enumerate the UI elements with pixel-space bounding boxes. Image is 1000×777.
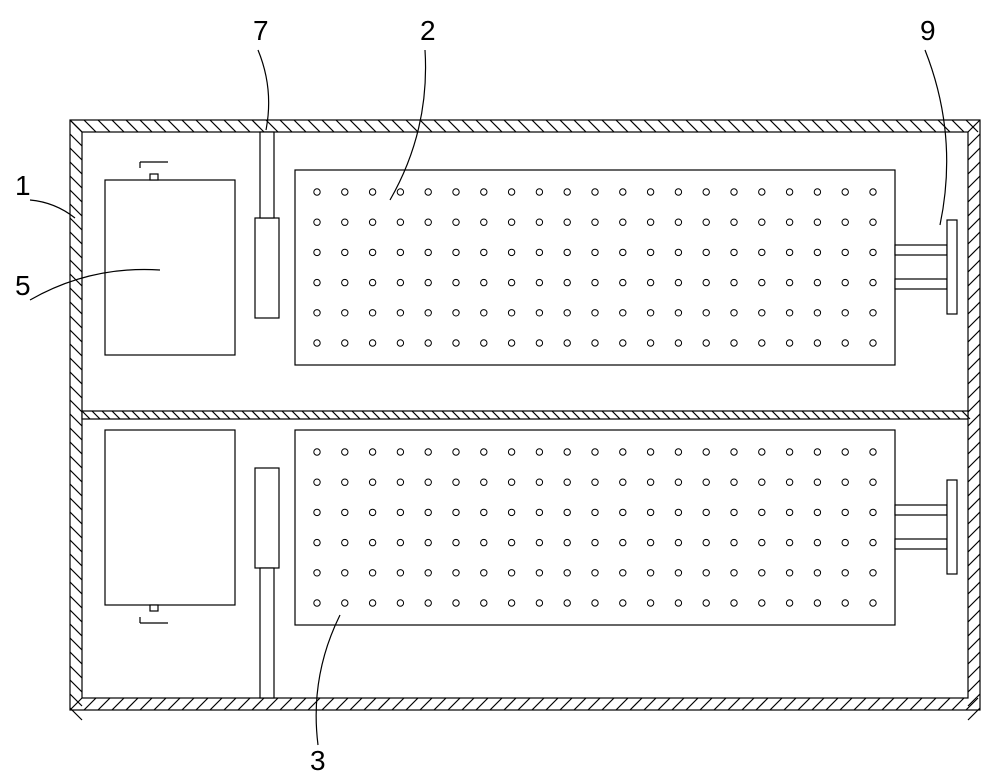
motor-bottom (105, 430, 235, 623)
label-text-5: 5 (15, 270, 31, 301)
label-text-7: 7 (253, 15, 269, 46)
label-text-2: 2 (420, 15, 436, 46)
label-7: 7 (253, 15, 269, 130)
label-text-9: 9 (920, 15, 936, 46)
pipe-top (260, 132, 274, 218)
label-text-1: 1 (15, 170, 31, 201)
coupling-bottom (255, 468, 279, 568)
drum-top (295, 170, 895, 365)
pipe-bottom (260, 568, 274, 698)
label-text-3: 3 (310, 745, 326, 776)
motor-top (105, 162, 235, 355)
middle-shelf (82, 411, 970, 419)
drum-bottom (295, 430, 895, 625)
coupling-top (255, 218, 279, 318)
label-1: 1 (15, 170, 75, 218)
